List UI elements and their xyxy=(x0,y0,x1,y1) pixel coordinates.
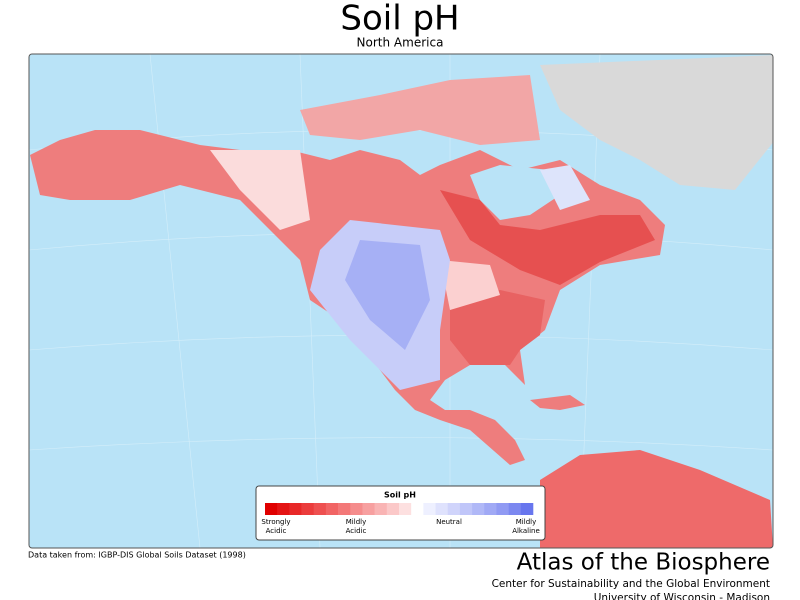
legend-label: Acidic xyxy=(266,527,287,535)
legend-swatch xyxy=(350,503,363,515)
legend-label: Neutral xyxy=(436,518,462,526)
legend-swatch xyxy=(496,503,509,515)
legend-swatch xyxy=(459,503,473,515)
arctic-islands xyxy=(300,75,540,145)
northwest-canada xyxy=(210,150,310,230)
legend: Soil pH StronglyAcidicMildlyAcidicNeutra… xyxy=(255,485,546,541)
legend-swatch xyxy=(423,503,436,515)
south-america xyxy=(540,450,773,548)
legend-label: Strongly xyxy=(261,518,290,526)
university: University of Wisconsin - Madison xyxy=(594,592,770,600)
map xyxy=(29,54,773,548)
caribbean xyxy=(530,395,585,410)
legend-label: Alkaline xyxy=(512,527,540,535)
legend-swatch xyxy=(472,503,485,515)
legend-swatch xyxy=(277,503,290,515)
legend-swatch xyxy=(325,503,339,515)
legend-swatch xyxy=(386,503,400,515)
hudson-bay xyxy=(470,165,560,220)
legend-label: Mildly xyxy=(516,518,536,526)
legend-swatch xyxy=(301,503,315,515)
midwest xyxy=(440,260,500,310)
brand: Atlas of the Biosphere xyxy=(517,550,770,576)
great-basin xyxy=(345,240,430,350)
legend-swatch xyxy=(289,503,302,515)
source: Data taken from: IGBP-DIS Global Soils D… xyxy=(28,551,246,560)
legend-swatch xyxy=(374,503,388,515)
map-frame xyxy=(28,53,774,549)
legend-swatch xyxy=(484,503,497,515)
subtitle: North America xyxy=(357,36,444,50)
legend-label: Acidic xyxy=(346,527,367,535)
baffin-ice xyxy=(540,165,590,210)
legend-swatch xyxy=(265,503,278,515)
east-canada xyxy=(440,190,655,285)
legend-swatch xyxy=(313,503,327,515)
legend-swatch xyxy=(435,503,449,515)
legend-swatch xyxy=(520,503,534,515)
legend-swatch xyxy=(447,503,461,515)
title: Soil pH xyxy=(340,0,459,39)
legend-swatch xyxy=(399,503,412,515)
greenland xyxy=(540,55,773,190)
legend-title: Soil pH xyxy=(384,491,416,500)
org: Center for Sustainability and the Global… xyxy=(492,578,770,590)
east-us xyxy=(450,290,545,365)
legend-swatch xyxy=(508,503,522,515)
legend-swatch xyxy=(411,503,424,515)
legend-swatch xyxy=(338,503,351,515)
legend-label: Mildly xyxy=(346,518,366,526)
legend-swatch xyxy=(362,503,375,515)
